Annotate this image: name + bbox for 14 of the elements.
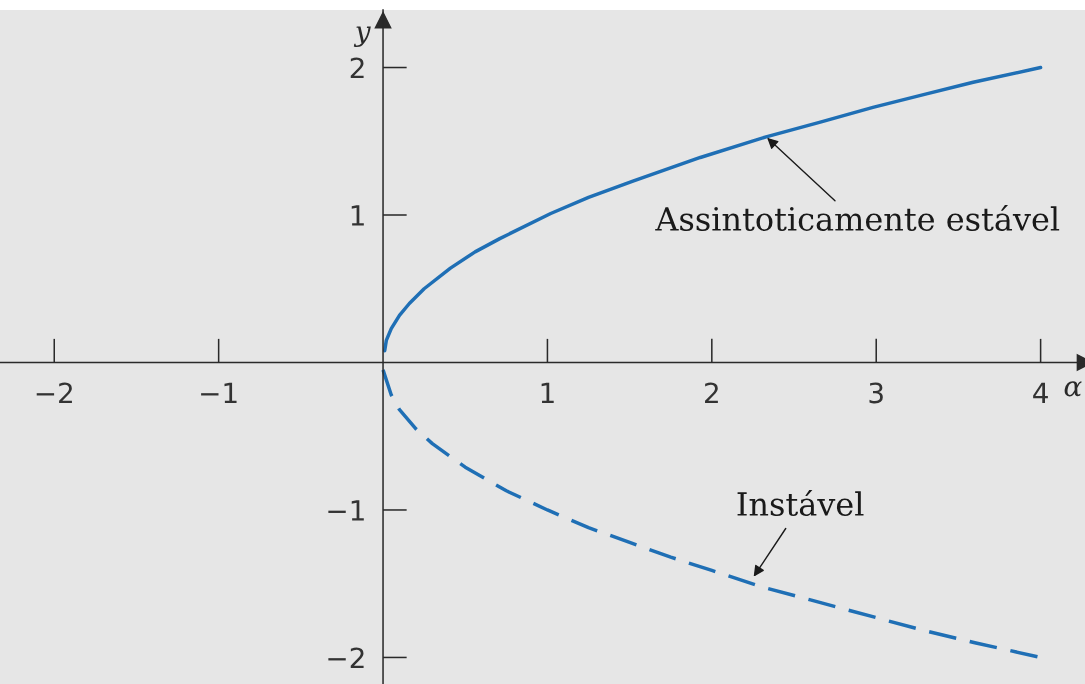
x-tick-label: 2 <box>705 382 718 404</box>
x-axis-title: α <box>1064 381 1082 397</box>
y-tick-label: −1 <box>328 500 364 521</box>
x-tick-label: 1 <box>541 382 554 404</box>
x-tick-label: −2 <box>36 382 72 404</box>
y-tick-label: 1 <box>351 205 364 226</box>
y-tick-label: 2 <box>350 57 364 79</box>
y-axis-title: y <box>353 26 371 47</box>
x-tick-label: −1 <box>201 382 237 404</box>
y-tick-label: −2 <box>328 647 364 669</box>
annotation: Assintoticamente estável <box>655 205 1060 232</box>
x-tick-label: 3 <box>869 382 883 404</box>
annotation: Instável <box>737 490 864 517</box>
x-tick-label: 4 <box>1033 382 1048 404</box>
